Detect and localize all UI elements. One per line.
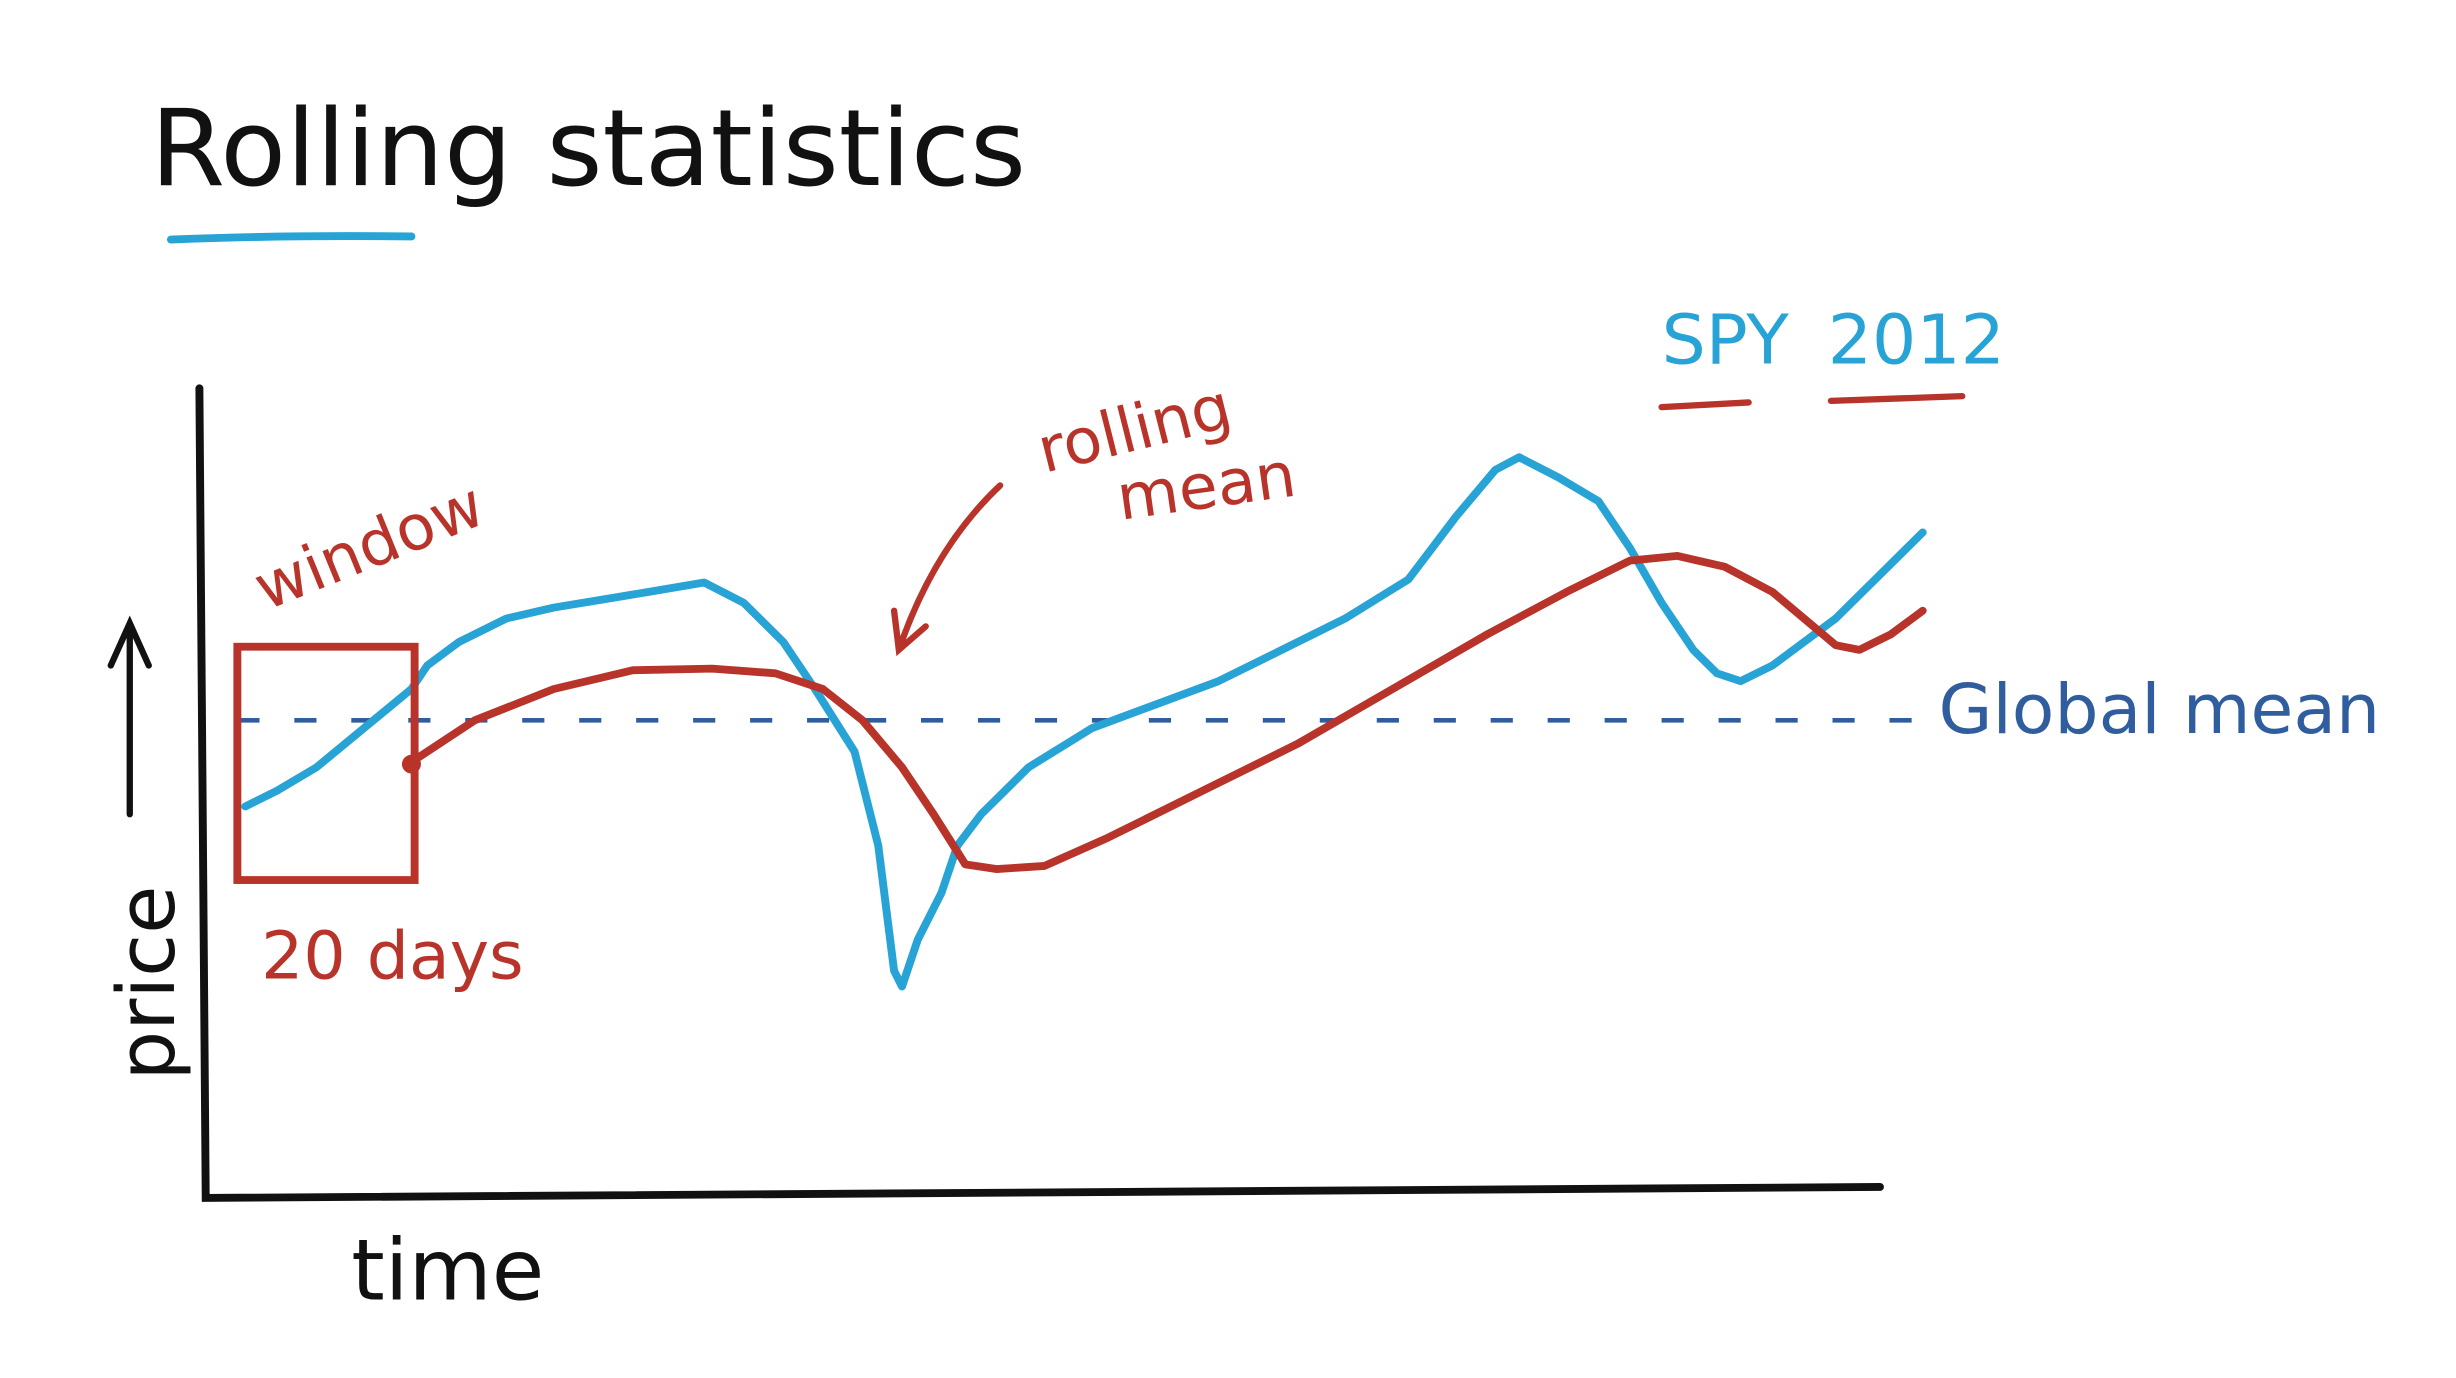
title-underline	[166, 232, 416, 244]
axes	[195, 384, 1884, 1202]
title: Rolling statistics	[150, 87, 1026, 210]
x-axis-label: time	[351, 1222, 544, 1320]
window-box	[233, 642, 419, 884]
legend-underline	[1658, 393, 1966, 411]
window-size-label: 20 days	[261, 918, 524, 995]
global-mean-label: Global mean	[1939, 670, 2381, 750]
y-arrow	[107, 615, 152, 818]
rolling-mean-line	[404, 551, 1927, 873]
price-line	[241, 453, 1927, 991]
y-axis-label: price	[101, 886, 193, 1081]
legend-year: 2012	[1828, 301, 2005, 381]
rolling-mean-arrow	[890, 482, 1004, 657]
legend-ticker: SPY	[1662, 301, 1790, 381]
